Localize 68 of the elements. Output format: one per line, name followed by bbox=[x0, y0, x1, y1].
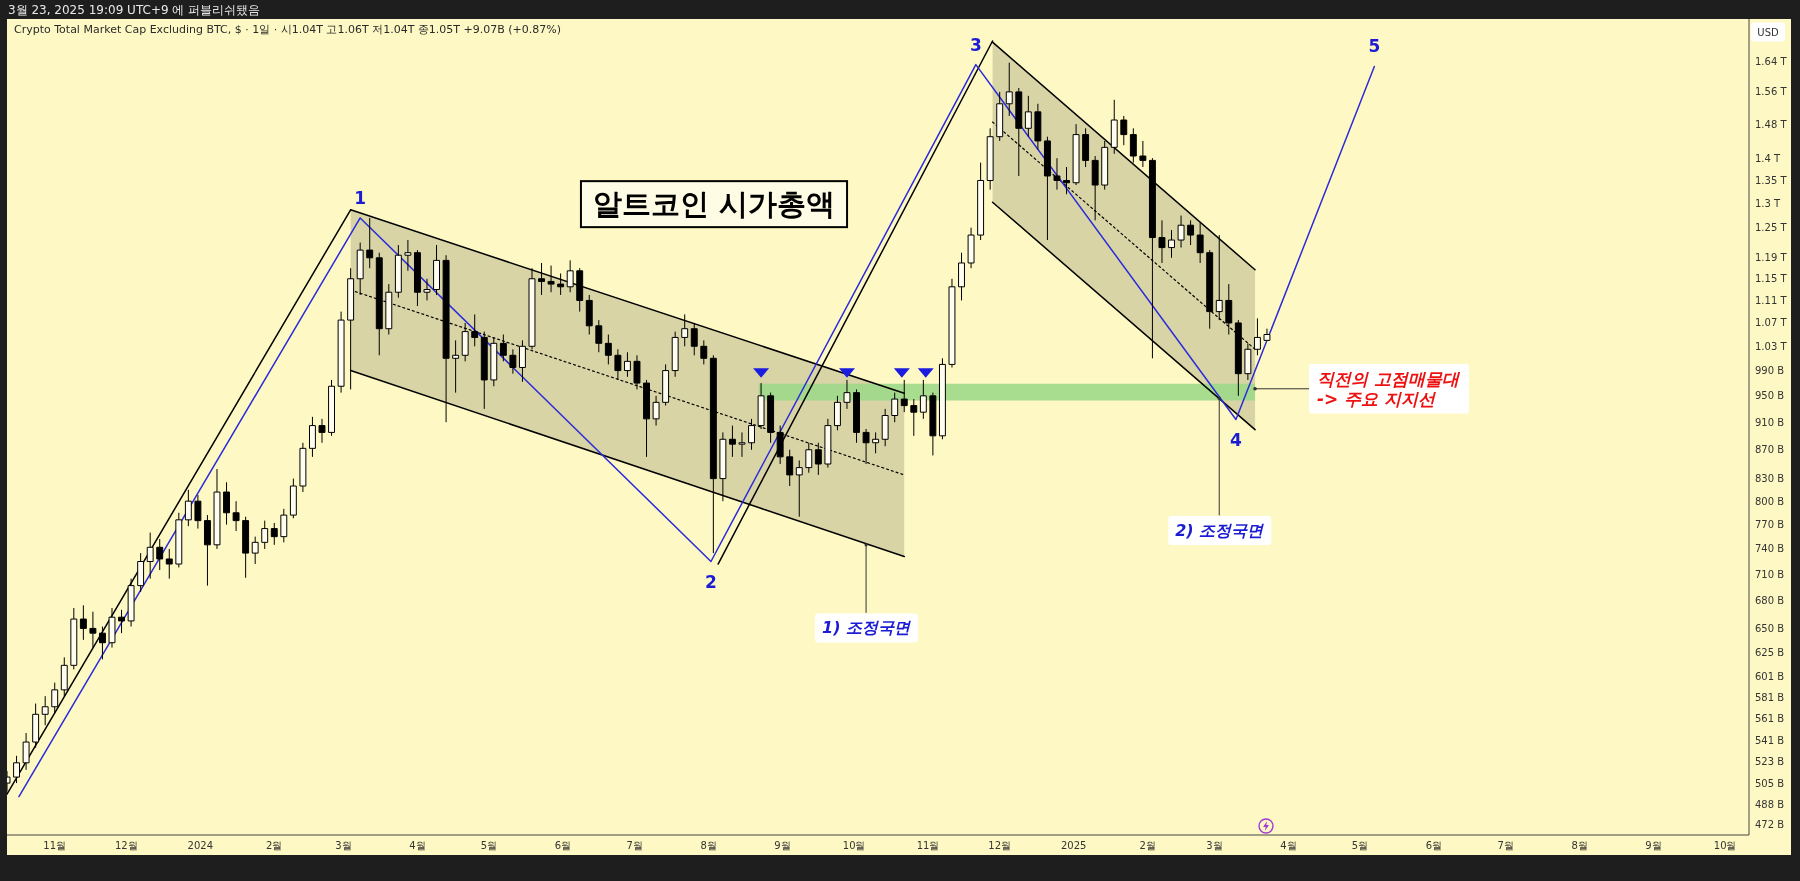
y-tick-label: 950 B bbox=[1755, 390, 1785, 402]
x-tick-label: 9월 bbox=[774, 839, 791, 851]
y-tick-label: 541 B bbox=[1755, 735, 1785, 747]
x-tick-label: 2월 bbox=[1139, 839, 1156, 851]
x-tick-label: 6월 bbox=[1425, 839, 1443, 851]
y-tick-label: 625 B bbox=[1755, 646, 1785, 658]
x-tick-label: 10월 bbox=[1713, 839, 1737, 851]
y-tick-label: 505 B bbox=[1755, 777, 1785, 789]
y-tick-label: 561 B bbox=[1755, 713, 1785, 725]
y-tick-label: 1.07 T bbox=[1755, 317, 1788, 329]
x-tick-label: 5월 bbox=[480, 839, 498, 851]
y-tick-label: 740 B bbox=[1755, 543, 1785, 555]
y-tick-label: 472 B bbox=[1755, 819, 1785, 831]
x-tick-label: 3월 bbox=[335, 839, 352, 851]
x-tick-label: 2월 bbox=[266, 839, 283, 851]
y-tick-label: 1.11 T bbox=[1755, 294, 1788, 306]
annotation: 직전의 고점매물대 -> 주요 지지선 bbox=[1317, 368, 1461, 409]
x-tick-label: 7월 bbox=[1497, 839, 1514, 851]
y-tick-label: 1.03 T bbox=[1755, 340, 1788, 352]
x-tick-label: 8월 bbox=[1571, 839, 1588, 851]
y-tick-label: 488 B bbox=[1755, 798, 1785, 810]
y-tick-label: 830 B bbox=[1755, 473, 1785, 485]
x-tick-label: 12월 bbox=[988, 839, 1012, 851]
y-tick-label: 870 B bbox=[1755, 444, 1785, 456]
y-tick-label: 1.15 T bbox=[1755, 273, 1788, 285]
y-tick-label: 990 B bbox=[1755, 365, 1785, 377]
y-tick-label: 710 B bbox=[1755, 568, 1785, 580]
annotation: 3 bbox=[969, 34, 982, 55]
y-tick-label: 601 B bbox=[1755, 670, 1785, 682]
x-tick-label: 6월 bbox=[554, 839, 572, 851]
x-tick-label: 9월 bbox=[1645, 839, 1662, 851]
annotation: 5 bbox=[1368, 36, 1381, 57]
chart-subtitle: Crypto Total Market Cap Excluding BTC, $ · 1일 · 시1.04T 고1.06T 저1.04T 종1.05T +9.07B (+0.87%) bbox=[14, 22, 562, 36]
y-tick-label: 1.35 T bbox=[1755, 174, 1788, 186]
annotation: 2 bbox=[705, 572, 717, 593]
y-tick-label: 581 B bbox=[1755, 691, 1785, 703]
y-tick-label: 1.48 T bbox=[1755, 118, 1788, 130]
annotation: 1 bbox=[354, 187, 367, 208]
y-tick-label: 1.64 T bbox=[1755, 55, 1788, 67]
x-tick-label: 11월 bbox=[916, 839, 940, 851]
y-tick-label: 910 B bbox=[1755, 416, 1785, 428]
annotation: 2) 조정국면 bbox=[1175, 521, 1265, 541]
x-tick-label: 11월 bbox=[43, 839, 67, 851]
text: 알트코인 시가총액 bbox=[592, 187, 836, 222]
y-tick-label: 1.4 T bbox=[1755, 152, 1782, 164]
y-tick-label: 523 B bbox=[1755, 756, 1785, 768]
x-tick-label: 4월 bbox=[1280, 839, 1297, 851]
y-axis-title: USD bbox=[1757, 26, 1779, 38]
x-tick-label: 12월 bbox=[114, 839, 138, 851]
x-tick-label: 3월 bbox=[1206, 839, 1223, 851]
y-tick-label: 650 B bbox=[1755, 622, 1785, 634]
x-tick-label: 8월 bbox=[700, 839, 717, 851]
x-tick-label: 10월 bbox=[842, 839, 866, 851]
text: 3월 23, 2025 19:09 UTC+9 에 퍼블리쉬됐음 bbox=[8, 3, 261, 18]
annotation: 1) 조정국면 bbox=[822, 618, 912, 638]
y-tick-label: 1.19 T bbox=[1755, 252, 1788, 264]
x-tick-label: 2024 bbox=[187, 839, 214, 851]
x-tick-label: 7월 bbox=[626, 839, 643, 851]
x-tick-label: 5월 bbox=[1351, 839, 1369, 851]
y-tick-label: 770 B bbox=[1755, 519, 1785, 531]
y-tick-label: 680 B bbox=[1755, 595, 1785, 607]
y-tick-label: 1.56 T bbox=[1755, 86, 1788, 98]
y-tick-label: 800 B bbox=[1755, 495, 1785, 507]
y-tick-label: 1.3 T bbox=[1755, 198, 1782, 210]
x-tick-label: 2025 bbox=[1060, 839, 1087, 851]
annotation: 4 bbox=[1230, 430, 1243, 451]
x-tick-label: 4월 bbox=[409, 839, 426, 851]
y-tick-label: 1.25 T bbox=[1755, 222, 1788, 234]
